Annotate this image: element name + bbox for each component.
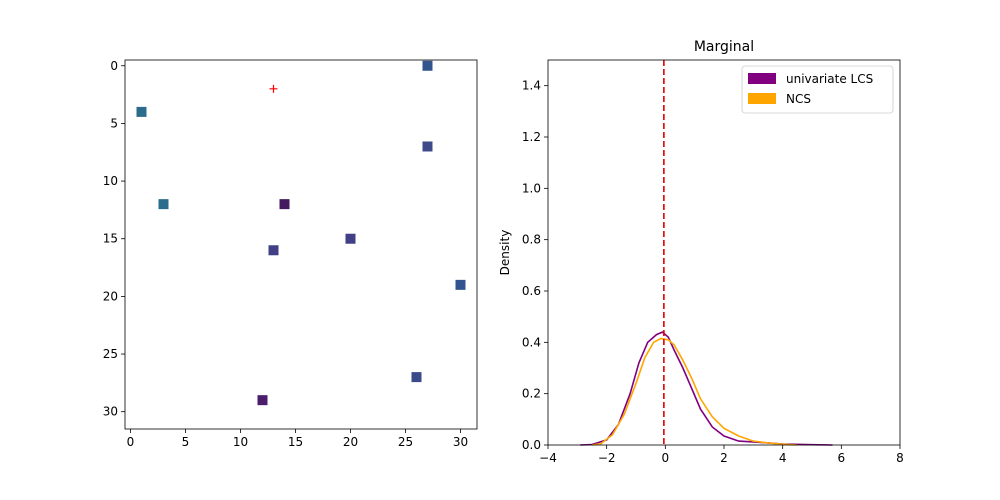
y-tick-label: 0.2 bbox=[522, 387, 541, 401]
plot-frame bbox=[547, 59, 901, 446]
x-tick-label: 20 bbox=[343, 435, 358, 449]
data-point-square bbox=[136, 106, 147, 117]
target-plus-marker bbox=[269, 84, 278, 93]
x-tick-label: 8 bbox=[896, 451, 904, 465]
marginal-density-plot: −4 −2 0 2 4 6 8 0.0 0.2 0.4 0.6 0.8 1.0 1.2 1.4 Margina… bbox=[498, 39, 904, 465]
x-tick-label: 6 bbox=[838, 451, 846, 465]
data-point-square bbox=[279, 199, 290, 210]
x-tick-label: 0 bbox=[662, 451, 670, 465]
data-point-square bbox=[345, 233, 356, 244]
y-tick-label: 1.4 bbox=[522, 79, 541, 93]
legend: univariate LCS NCS bbox=[741, 65, 894, 114]
y-tick-label: 5 bbox=[110, 116, 118, 130]
x-tick-label: −2 bbox=[598, 451, 616, 465]
plot-frame bbox=[124, 59, 478, 430]
data-point-square bbox=[268, 245, 279, 256]
y-tick-label: 25 bbox=[103, 347, 118, 361]
x-tick-label: 0 bbox=[127, 435, 135, 449]
x-tick-label: 25 bbox=[398, 435, 413, 449]
y-tick-label: 0.8 bbox=[522, 233, 541, 247]
y-tick-label: 0 bbox=[110, 59, 118, 73]
y-tick-label: 0.4 bbox=[522, 335, 541, 349]
y-axis-label: Density bbox=[498, 230, 512, 276]
x-tick-label: 5 bbox=[182, 435, 190, 449]
density-line-series bbox=[580, 331, 833, 446]
y-tick-label: 20 bbox=[103, 289, 118, 303]
y-tick-label: 30 bbox=[103, 405, 118, 419]
y-tick-label: 0.6 bbox=[522, 284, 541, 298]
chart-title: Marginal bbox=[694, 39, 754, 55]
y-tick-label: 0.0 bbox=[522, 438, 541, 452]
x-tick-label: 30 bbox=[453, 435, 468, 449]
data-point-square bbox=[158, 199, 169, 210]
data-point-square bbox=[455, 279, 466, 290]
data-point-square bbox=[422, 60, 433, 71]
x-tick-label: 10 bbox=[233, 435, 248, 449]
legend-swatch bbox=[748, 73, 776, 84]
x-tick-label: 2 bbox=[720, 451, 728, 465]
legend-entry-label: univariate LCS bbox=[786, 72, 873, 86]
y-tick-label: 1.0 bbox=[522, 181, 541, 195]
legend-swatch bbox=[748, 93, 776, 104]
x-tick-label: 15 bbox=[288, 435, 303, 449]
legend-box bbox=[741, 65, 894, 114]
y-tick-label: 1.2 bbox=[522, 130, 541, 144]
y-tick-label: 10 bbox=[103, 174, 118, 188]
y-tick-label: 15 bbox=[103, 232, 118, 246]
x-tick-label: −4 bbox=[539, 451, 557, 465]
x-tick-label: 4 bbox=[779, 451, 787, 465]
density-line-series bbox=[591, 337, 798, 446]
data-point-square bbox=[411, 372, 422, 383]
spatial-scatter-plot: 0 5 10 15 20 25 30 0 5 10 15 20 25 30 bbox=[103, 59, 478, 449]
data-point-square bbox=[422, 141, 433, 152]
data-point-square bbox=[257, 395, 268, 406]
legend-entry-label: NCS bbox=[786, 92, 811, 106]
